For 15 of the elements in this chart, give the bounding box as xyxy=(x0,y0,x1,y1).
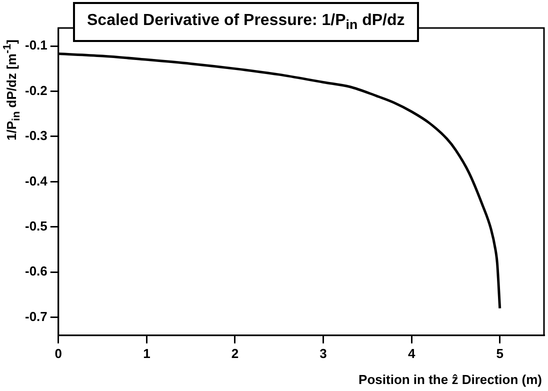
x-tick-label: 0 xyxy=(54,346,62,361)
y-tick-label: -0.6 xyxy=(24,264,48,279)
x-tick-label: 4 xyxy=(408,346,416,361)
y-tick-label: -0.5 xyxy=(24,218,48,234)
x-tick-label: 1 xyxy=(143,346,150,361)
x-axis-title: Position in the ẑ Direction (m) xyxy=(358,372,542,387)
x-tick-label: 3 xyxy=(320,346,327,361)
x-tick-label: 5 xyxy=(496,346,504,361)
x-tick-label: 2 xyxy=(231,346,239,361)
y-tick-label: -0.1 xyxy=(24,38,48,53)
chart-title: Scaled Derivative of Pressure: 1/P$_{in}$ dP/dz xyxy=(73,2,419,42)
y-tick-label: -0.3 xyxy=(24,128,48,144)
y-tick-label: -0.2 xyxy=(24,82,48,98)
y-tick-label: -0.4 xyxy=(24,173,48,188)
y-tick-label: -0.7 xyxy=(24,308,48,324)
